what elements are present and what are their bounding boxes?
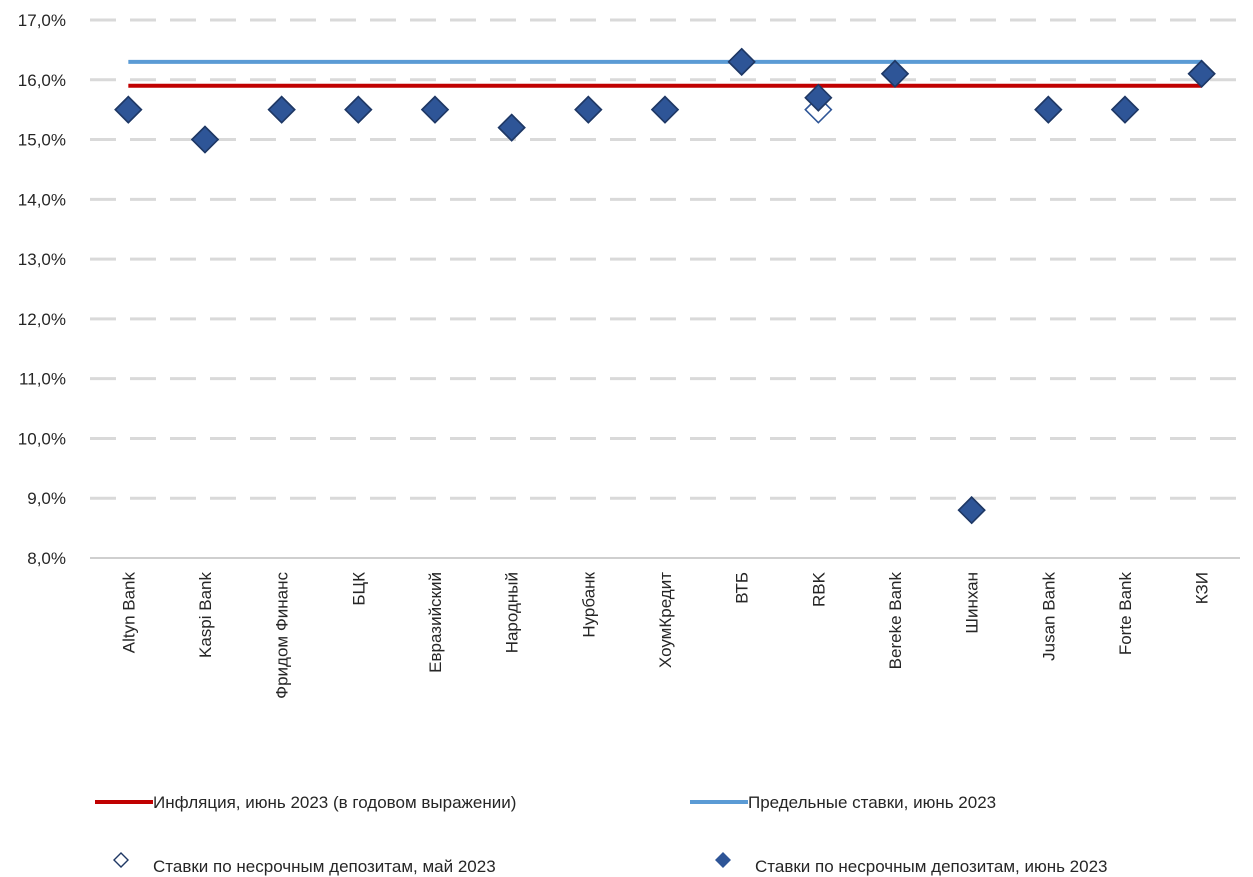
series-lines xyxy=(128,59,1202,88)
y-tick-label: 14,0% xyxy=(18,190,66,209)
june-marker xyxy=(267,95,296,124)
legend-label: Ставки по несрочным депозитам, июнь 2023 xyxy=(755,857,1108,876)
x-tick-label: Шинхан xyxy=(963,572,982,634)
y-tick-label: 15,0% xyxy=(18,131,66,150)
x-tick-label: Kaspi Bank xyxy=(196,572,215,658)
june-marker xyxy=(420,95,450,124)
june-marker xyxy=(727,47,756,76)
y-tick-label: 8,0% xyxy=(27,549,66,568)
legend-label: Инфляция, июнь 2023 (в годовом выражении… xyxy=(153,793,516,812)
june-marker xyxy=(957,496,986,525)
series-markers xyxy=(114,47,1216,525)
x-tick-label: БЦК xyxy=(349,572,368,606)
june-marker xyxy=(497,113,526,142)
y-tick-label: 13,0% xyxy=(18,250,66,269)
gridlines xyxy=(90,18,1240,559)
june-marker xyxy=(804,83,833,112)
legend-label: Предельные ставки, июнь 2023 xyxy=(748,793,996,812)
y-tick-label: 17,0% xyxy=(18,11,66,30)
x-tick-label: Евразийский xyxy=(426,572,445,673)
june-marker xyxy=(190,125,220,154)
x-tick-label: Нурбанк xyxy=(579,571,598,637)
june-marker xyxy=(1034,95,1063,124)
x-axis-labels: Altyn Bank Kaspi Bank Фридом Финанс БЦК Евра… xyxy=(119,571,1211,698)
june-marker xyxy=(114,95,143,124)
june-marker xyxy=(574,95,603,124)
legend-swatch xyxy=(113,852,129,868)
june-marker xyxy=(650,95,680,124)
june-marker xyxy=(344,95,373,124)
x-tick-label: КЗИ xyxy=(1193,572,1212,604)
x-tick-label: RBK xyxy=(809,571,828,607)
y-tick-label: 10,0% xyxy=(18,429,66,448)
x-tick-label: Bereke Bank xyxy=(886,572,905,670)
y-axis-ticks: 8,0% 9,0% 10,0% 11,0% 12,0% 13,0% 14,0% 15,0% 16… xyxy=(18,11,66,568)
x-tick-label: Altyn Bank xyxy=(119,572,138,654)
legend-swatch xyxy=(715,852,731,868)
june-marker xyxy=(880,59,910,88)
y-tick-label: 9,0% xyxy=(27,489,66,508)
x-tick-label: ВТБ xyxy=(733,572,752,604)
x-tick-label: Фридом Финанс xyxy=(273,572,292,699)
june-marker xyxy=(1187,59,1216,88)
y-tick-label: 12,0% xyxy=(18,310,66,329)
legend-label: Ставки по несрочным депозитам, май 2023 xyxy=(153,857,496,876)
y-tick-label: 11,0% xyxy=(19,370,66,389)
x-tick-label: Forte Bank xyxy=(1116,572,1135,656)
june-marker xyxy=(1110,95,1140,124)
x-tick-label: Народный xyxy=(503,572,522,653)
legend: Инфляция, июнь 2023 (в годовом выражении… xyxy=(95,793,1108,876)
x-tick-label: ХоумКредит xyxy=(656,572,675,668)
y-tick-label: 16,0% xyxy=(18,71,66,90)
x-tick-label: Jusan Bank xyxy=(1039,572,1058,661)
